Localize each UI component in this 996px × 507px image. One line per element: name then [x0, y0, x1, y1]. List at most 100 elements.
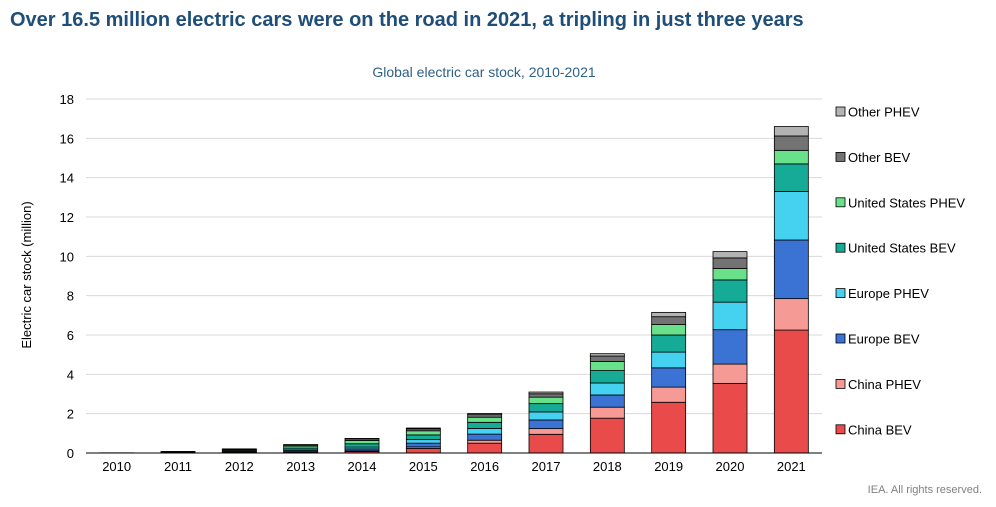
bar-segment — [467, 442, 503, 454]
y-tick-label: 14 — [60, 171, 74, 186]
bar-segment — [773, 191, 809, 241]
bar-segment — [160, 451, 196, 453]
bar-segment — [773, 163, 809, 192]
bar-segment — [467, 413, 503, 416]
bar-segment — [528, 428, 564, 435]
legend-swatch — [835, 333, 846, 344]
x-tick-label: 2016 — [470, 459, 499, 474]
y-tick-label: 16 — [60, 131, 74, 146]
bar-segment — [528, 403, 564, 413]
gridlines: 0 2 4 6 8 10 12 14 16 18 — [60, 92, 822, 461]
legend-label: Other PHEV — [848, 105, 920, 120]
bar-segment — [589, 406, 625, 419]
x-tick-label: 2021 — [777, 459, 806, 474]
legend-swatch — [835, 151, 846, 162]
bar-segment — [467, 439, 503, 444]
bar-segment — [589, 370, 625, 384]
y-tick-label: 2 — [67, 407, 74, 422]
bar-segment — [712, 251, 748, 259]
legend: Other PHEV Other BEV United States PHEV Uni… — [835, 105, 965, 437]
x-tick-label: 2011 — [164, 459, 192, 474]
bar-segment — [773, 126, 809, 137]
y-tick-label: 10 — [60, 249, 74, 264]
legend-label: Europe PHEV — [848, 286, 929, 301]
bar-segment — [712, 329, 748, 365]
bars: 2010 2011 2012 2013 2014 2015 2016 2017 2018 2019… — [99, 126, 809, 474]
legend-label: Europe BEV — [848, 332, 920, 347]
bar-segment — [589, 355, 625, 362]
bar-segment — [773, 135, 809, 151]
bar-segment — [589, 353, 625, 357]
x-tick-label: 2015 — [409, 459, 438, 474]
bar-segment — [589, 382, 625, 396]
bar-segment — [712, 301, 748, 331]
y-tick-label: 0 — [67, 446, 74, 461]
bar-segment — [651, 401, 687, 454]
y-tick-label: 4 — [67, 367, 74, 382]
bar-segment — [651, 334, 687, 353]
bar-segment — [651, 316, 687, 325]
bar-segment — [405, 430, 441, 436]
bar-segment — [528, 433, 564, 454]
legend-label: China PHEV — [848, 377, 921, 392]
bar-segment — [712, 279, 748, 303]
bar-segment — [405, 434, 441, 441]
y-axis-label: Electric car stock (million) — [19, 201, 34, 348]
x-tick-label: 2019 — [654, 459, 683, 474]
x-tick-label: 2013 — [286, 459, 315, 474]
bar-segment — [773, 149, 809, 165]
legend-swatch — [835, 288, 846, 299]
y-tick-label: 18 — [60, 92, 74, 107]
x-tick-label: 2010 — [102, 459, 131, 474]
legend-swatch — [835, 378, 846, 389]
source-credit: IEA. All rights reserved. — [867, 484, 982, 496]
bar-segment — [651, 351, 687, 369]
bar-segment — [467, 428, 503, 435]
bar-segment — [405, 448, 441, 454]
bar-segment — [528, 393, 564, 398]
bar-segment — [467, 433, 503, 441]
bar-segment — [712, 257, 748, 269]
bar-segment — [528, 391, 564, 395]
chart-title: Global electric car stock, 2010-2021 — [372, 64, 596, 80]
bar-segment — [712, 363, 748, 384]
x-tick-label: 2018 — [593, 459, 622, 474]
bar-segment — [589, 361, 625, 371]
x-tick-label: 2020 — [716, 459, 745, 474]
legend-swatch — [835, 242, 846, 253]
y-tick-label: 12 — [60, 210, 74, 225]
bar-segment — [467, 421, 503, 429]
bar-segment — [773, 298, 809, 331]
page-title: Over 16.5 million electric cars were on … — [10, 9, 804, 31]
legend-swatch — [835, 424, 846, 435]
bar-segment — [773, 329, 809, 454]
bar-segment — [651, 367, 687, 388]
x-tick-label: 2017 — [532, 459, 561, 474]
bar-segment — [405, 442, 441, 448]
x-tick-label: 2012 — [225, 459, 254, 474]
bar-segment — [528, 396, 564, 405]
x-tick-label: 2014 — [348, 459, 377, 474]
y-tick-label: 8 — [67, 289, 74, 304]
bar-segment — [712, 268, 748, 281]
y-tick-label: 6 — [67, 328, 74, 343]
bar-segment — [528, 419, 564, 430]
bar-segment — [651, 386, 687, 403]
bar-segment — [405, 427, 441, 430]
bar-segment — [651, 324, 687, 336]
legend-label: United States BEV — [848, 241, 956, 256]
bar-segment — [405, 439, 441, 444]
legend-label: Other BEV — [848, 150, 910, 165]
bar-segment — [773, 239, 809, 300]
legend-label: China BEV — [848, 422, 912, 437]
bar-segment — [344, 443, 380, 448]
bar-segment — [467, 416, 503, 423]
bar-segment — [344, 440, 380, 445]
legend-swatch — [835, 106, 846, 117]
bar-segment — [589, 394, 625, 408]
legend-swatch — [835, 197, 846, 208]
legend-label: United States PHEV — [848, 195, 965, 210]
bar-segment — [651, 311, 687, 318]
bar-segment — [528, 411, 564, 421]
